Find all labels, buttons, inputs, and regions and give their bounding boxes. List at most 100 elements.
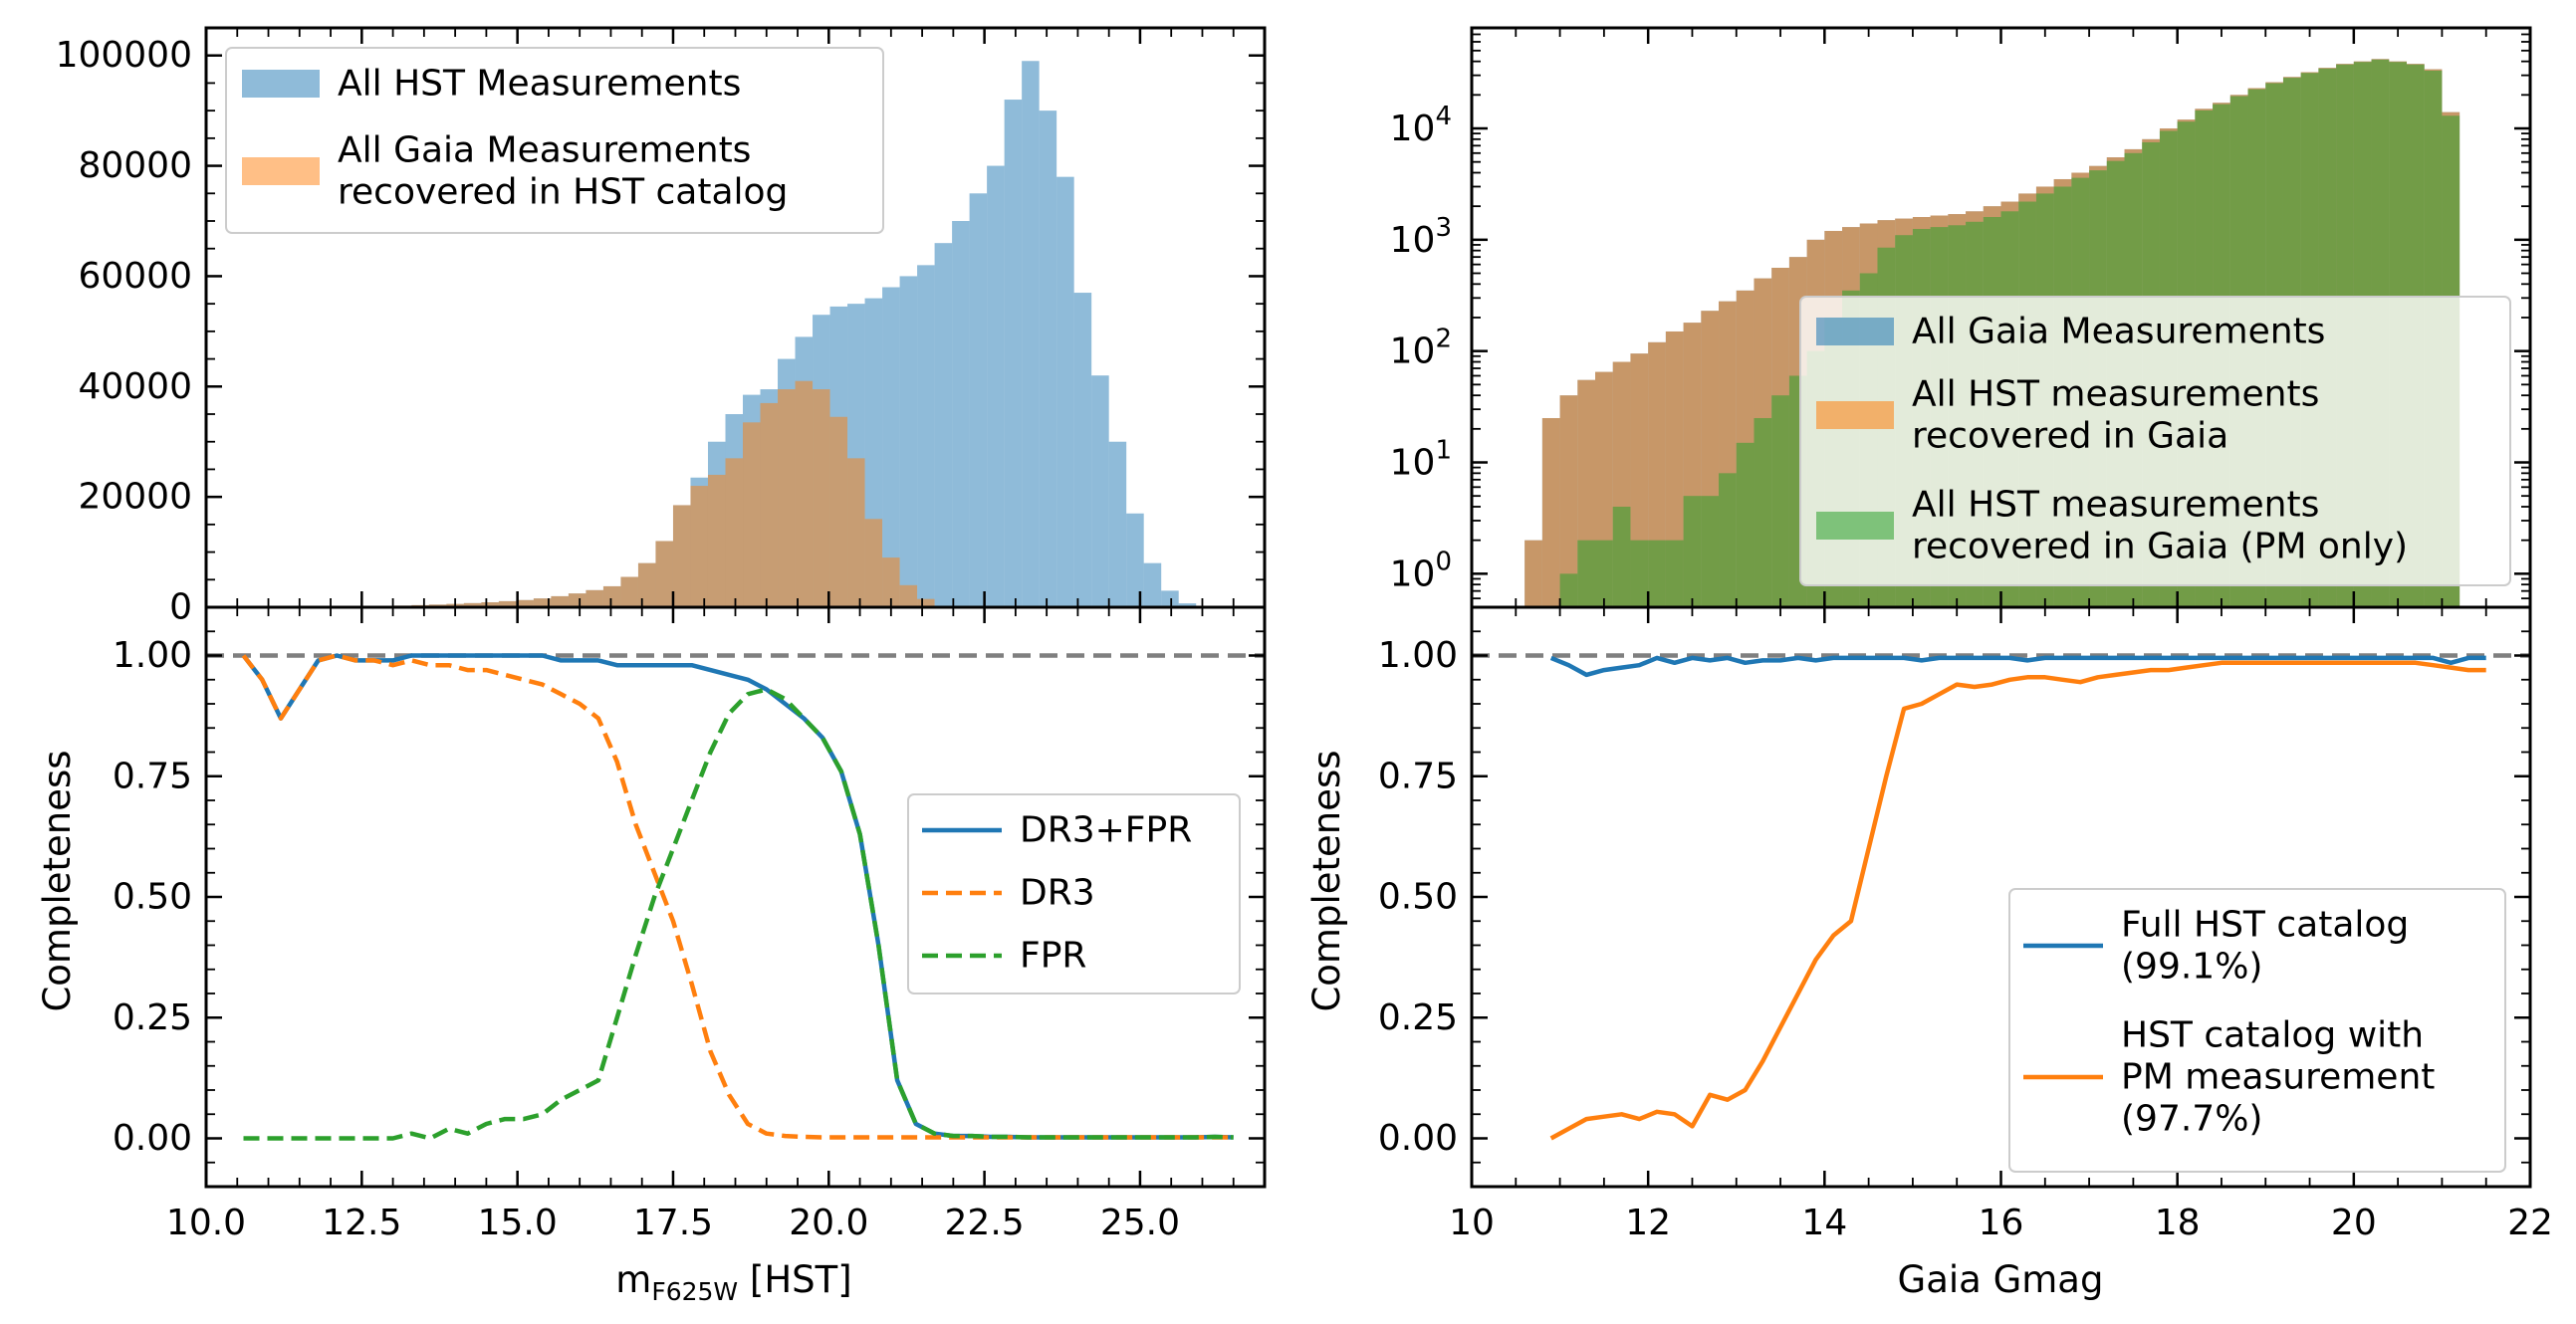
histogram-bar	[707, 474, 726, 607]
y-tick-label: 103	[1390, 213, 1452, 261]
histogram-bar	[899, 276, 918, 607]
histogram-bar	[934, 243, 953, 607]
y-tick-label: 80000	[78, 145, 192, 186]
histogram-bar	[1612, 507, 1631, 607]
histogram-bar	[917, 265, 935, 607]
y-tick-label: 0.75	[113, 756, 192, 796]
y-tick-base: 10	[1390, 331, 1436, 372]
histogram-bar	[1524, 540, 1542, 607]
y-tick-exponent: 3	[1435, 213, 1452, 243]
histogram-bar	[1771, 395, 1789, 607]
y-tick-exponent: 2	[1435, 325, 1452, 354]
legend-patch	[1816, 512, 1894, 540]
histogram-bar	[1056, 176, 1074, 607]
histogram-bar	[1541, 417, 1560, 607]
x-tick-label: 14	[1801, 1203, 1847, 1243]
series-line	[1549, 660, 2486, 1141]
legend-label: recovered in HST catalog	[338, 172, 788, 213]
legend-patch	[242, 157, 320, 185]
panel-top-left-histogram: 0 20000 40000 60000 80000 100000 All HST Measu…	[56, 26, 1267, 628]
histogram-bar	[847, 458, 865, 607]
y-tick-label: 40000	[78, 366, 192, 407]
histogram-bar	[899, 584, 918, 607]
legend-label: DR3+FPR	[1020, 810, 1192, 851]
x-tick-label: 18	[2155, 1203, 2201, 1243]
x-tick-label: 20.0	[789, 1203, 868, 1243]
histogram-bar	[1091, 375, 1109, 607]
legend-box	[225, 47, 884, 234]
histogram-bar	[1108, 441, 1127, 607]
histogram-bar	[637, 562, 656, 607]
histogram-bar	[602, 585, 621, 607]
y-tick-exponent: 0	[1435, 547, 1452, 576]
histogram-bar	[690, 486, 708, 607]
legend-label: FPR	[1020, 936, 1086, 977]
histogram-bar	[1559, 395, 1578, 607]
histogram-bar	[917, 598, 935, 607]
y-tick-label: 104	[1390, 102, 1452, 149]
y-tick-label: 1.00	[113, 635, 192, 676]
y-tick-exponent: 1	[1435, 436, 1452, 466]
legend-box	[2008, 888, 2506, 1173]
legend-label: DR3	[1020, 873, 1095, 914]
legend-label: All HST measurements	[1912, 485, 2319, 526]
histogram-bar	[778, 389, 796, 607]
histogram-bar	[743, 422, 761, 607]
legend-label: Full HST catalog	[2121, 905, 2409, 946]
histogram-bar	[1577, 540, 1596, 607]
histogram-bar	[760, 402, 779, 607]
histogram-bar	[1595, 540, 1613, 607]
histogram-bar	[585, 589, 603, 607]
xlabel-main: m	[615, 1258, 651, 1301]
histogram-bar	[882, 557, 900, 607]
legend-label: PM measurement	[2121, 1057, 2435, 1098]
y-tick-label: 0.00	[113, 1118, 192, 1159]
histogram-bar	[672, 505, 691, 607]
histogram-bar	[1736, 442, 1755, 607]
legend-patch	[1816, 401, 1894, 429]
y-tick-label: 100	[1390, 547, 1452, 594]
histogram-bar	[1683, 496, 1702, 607]
y-tick-label: 0.00	[1378, 1118, 1458, 1159]
series-line	[243, 687, 1234, 1141]
histogram-bar	[1701, 496, 1720, 607]
legend-patch	[242, 70, 320, 98]
x-tick-label: 16	[1979, 1203, 2024, 1243]
y-tick-base: 10	[1390, 553, 1436, 594]
histogram-bar	[551, 595, 569, 607]
panel-bottom-left-completeness: 10.0 12.5 15.0 17.5 20.0 22.5 25.0 0.00 0.25 0.50…	[113, 605, 1267, 1243]
y-tick-label: 1.00	[1378, 635, 1458, 676]
legend-patch	[1816, 318, 1894, 345]
legend-label: HST catalog with	[2121, 1015, 2424, 1056]
histogram-bar	[568, 593, 586, 607]
y-tick-label: 101	[1390, 436, 1452, 484]
histogram-bar	[1143, 562, 1162, 607]
histogram-bar	[655, 541, 673, 607]
histogram-bar	[864, 519, 883, 607]
histogram-bar	[1665, 331, 1684, 607]
histogram-bar	[725, 458, 744, 607]
histogram-bar	[1178, 603, 1197, 607]
histogram-bar	[1022, 61, 1040, 607]
panel-bottom-right-completeness: 10 12 14 16 18 20 22 0.00 0.25 0.50 0.75 1.00 Full H…	[1378, 605, 2553, 1243]
histogram-bar	[952, 221, 970, 607]
histogram-bar	[1073, 293, 1092, 607]
histogram-bar	[1039, 110, 1057, 608]
y-tick-label: 60000	[78, 256, 192, 297]
histogram-bar	[620, 576, 638, 607]
histogram-bar	[1161, 590, 1179, 607]
bottom-right-xlabel: Gaia Gmag	[1898, 1258, 2104, 1301]
y-tick-exponent: 4	[1435, 102, 1452, 131]
x-tick-label: 12.5	[322, 1203, 401, 1243]
y-tick-label: 0.25	[1378, 997, 1458, 1038]
bottom-right-ylabel: Completeness	[1305, 750, 1348, 1011]
legend-label: All HST Measurements	[338, 64, 741, 105]
histogram-bar	[987, 165, 1005, 608]
y-tick-label: 102	[1390, 325, 1452, 372]
y-tick-label: 0.75	[1378, 756, 1458, 796]
y-tick-label: 0.50	[1378, 877, 1458, 918]
histogram-bar	[481, 602, 499, 607]
axes-frame	[1470, 605, 2532, 1189]
histogram-bar	[1559, 573, 1578, 607]
